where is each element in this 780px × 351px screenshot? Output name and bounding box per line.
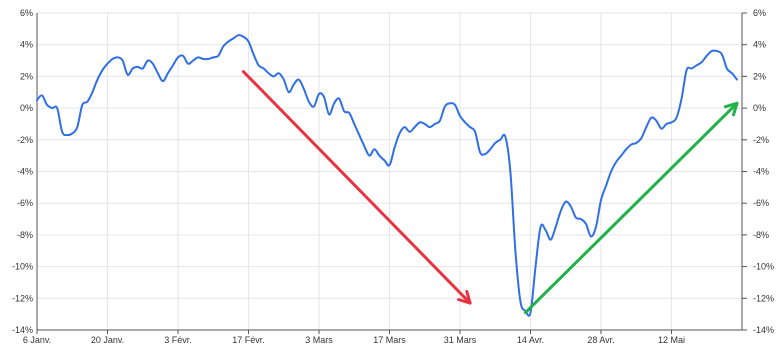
x-tick-label: 28 Avr. [587,335,614,345]
x-tick-label: 17 Mars [373,335,406,345]
y-tick-label-right: 2% [753,71,766,81]
y-tick-label-right: -4% [753,167,769,177]
series-group [36,34,738,317]
x-tick-label: 6 Janv. [23,335,51,345]
y-axis-right: 6% 4% 2% 0% -2% -4% -6% -8% -10% -12% -14% [742,8,774,335]
x-tick-label: 20 Janv. [91,335,124,345]
y-tick-label-right: 0% [753,103,766,113]
trend-arrow-down-head [457,290,472,305]
x-tick-label: 12 Mai [658,335,685,345]
series-line [36,34,738,317]
trend-arrow-down [241,70,472,305]
annotations [241,70,739,315]
y-tick-label-left: -8% [17,230,33,240]
y-tick-label-left: -14% [12,325,33,335]
y-tick-label-left: 2% [20,71,33,81]
grid-lines [36,12,742,331]
trend-arrow-up-shaft [523,101,739,315]
y-tick-label-right: -2% [753,135,769,145]
x-tick-label: 31 Mars [444,335,477,345]
trend-arrow-down-shaft [241,70,472,305]
trend-arrow-up-head [723,101,739,117]
y-axis-left: 6% 4% 2% 0% -2% -4% -6% -8% -10% -12% -14% [12,8,33,335]
y-tick-label-right: -12% [753,293,774,303]
y-tick-label-left: 4% [20,40,33,50]
y-tick-label-right: 4% [753,40,766,50]
y-tick-label-left: 0% [20,103,33,113]
x-axis: 6 Janv. 20 Janv. 3 Févr. 17 Févr. 3 Mars 17 M… [23,330,685,345]
x-tick-label: 3 Févr. [164,335,192,345]
x-tick-label: 17 Févr. [232,335,265,345]
y-tick-label-right: -8% [753,230,769,240]
y-tick-label-right: -10% [753,262,774,272]
y-tick-label-left: -6% [17,198,33,208]
trend-arrow-up [523,101,739,315]
x-tick-label: 3 Mars [305,335,333,345]
y-tick-label-left: 6% [20,8,33,18]
x-tick-label: 14 Avr. [517,335,544,345]
y-tick-label-right: -14% [753,325,774,335]
y-tick-label-right: -6% [753,198,769,208]
y-tick-label-left: -4% [17,167,33,177]
y-tick-label-left: -10% [12,262,33,272]
y-tick-label-right: 6% [753,8,766,18]
y-tick-label-left: -2% [17,135,33,145]
y-tick-label-left: -12% [12,293,33,303]
